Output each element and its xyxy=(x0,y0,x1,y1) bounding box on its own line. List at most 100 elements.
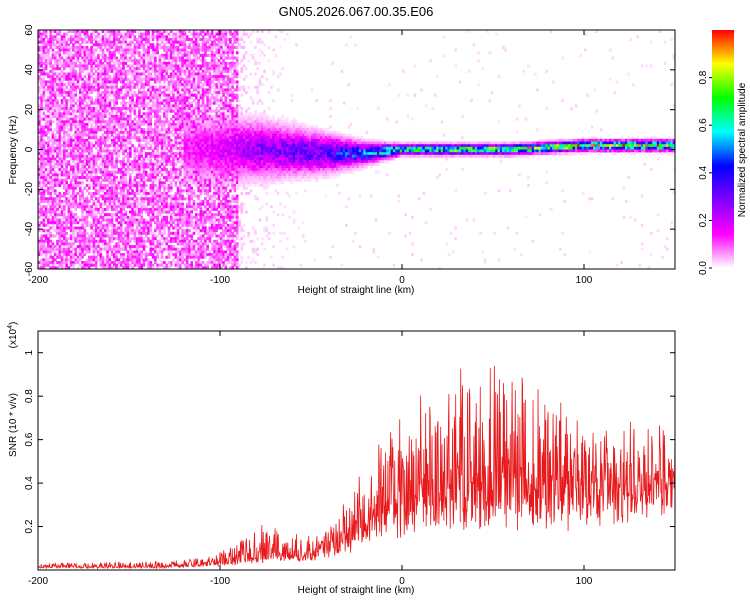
heatmap-cell xyxy=(103,162,107,166)
heatmap-cell xyxy=(160,37,164,41)
heatmap-cell xyxy=(197,83,200,87)
heatmap-cell xyxy=(129,69,132,73)
heatmap-cell xyxy=(108,229,112,233)
heatmap-cell xyxy=(179,56,182,60)
heatmap-cell xyxy=(124,40,128,44)
heatmap-cell xyxy=(88,223,91,227)
heatmap-cell xyxy=(135,173,139,177)
heatmap-cell xyxy=(160,207,164,211)
heatmap-cell xyxy=(99,91,103,95)
heatmap-cell xyxy=(160,61,164,65)
heatmap-cell xyxy=(140,59,144,63)
heatmap-cell xyxy=(126,239,130,243)
heatmap-cell xyxy=(197,168,200,172)
heatmap-cell xyxy=(92,48,96,52)
heatmap-cell xyxy=(179,226,182,230)
heatmap-cell xyxy=(47,215,50,219)
heatmap-cell xyxy=(94,184,98,188)
heatmap-cell xyxy=(110,184,114,188)
heatmap-cell xyxy=(56,88,59,92)
heatmap-cell xyxy=(94,231,98,235)
heatmap-cell xyxy=(38,96,41,100)
heatmap-cell xyxy=(172,69,175,73)
heatmap-cell xyxy=(42,191,46,195)
heatmap-cell xyxy=(142,176,146,180)
heatmap-cell xyxy=(174,154,178,158)
heatmap-cell xyxy=(101,69,105,73)
heatmap-cell xyxy=(163,168,166,172)
heatmap-cell xyxy=(51,223,55,227)
heatmap-cell xyxy=(103,67,107,71)
heatmap-cell xyxy=(172,88,175,92)
heatmap-cell xyxy=(78,181,82,185)
heatmap-cell xyxy=(119,112,123,116)
heatmap-cell xyxy=(99,226,103,230)
heatmap-cell xyxy=(156,253,159,257)
heatmap-cell xyxy=(158,133,162,137)
heatmap-cell xyxy=(183,133,187,137)
heatmap-cell xyxy=(194,51,198,55)
heatmap-cell xyxy=(179,250,182,254)
heatmap-cell xyxy=(94,154,98,158)
heatmap-cell xyxy=(131,30,134,34)
heatmap-cell xyxy=(53,85,57,89)
heatmap-cell xyxy=(108,75,112,79)
heatmap-cell xyxy=(169,138,173,142)
heatmap-cell xyxy=(163,35,166,39)
heatmap-cell xyxy=(53,141,57,145)
heatmap-cell xyxy=(135,210,139,214)
heatmap-cell xyxy=(154,168,157,172)
heatmap-cell xyxy=(103,226,107,230)
heatmap-cell xyxy=(94,229,98,233)
heatmap-cell xyxy=(78,170,82,174)
heatmap-cell xyxy=(78,258,82,262)
heatmap-cell xyxy=(40,101,43,105)
heatmap-cell xyxy=(88,83,91,87)
heatmap-cell xyxy=(44,67,48,71)
heatmap-cell xyxy=(169,30,173,34)
heatmap-cell xyxy=(199,93,203,97)
heatmap-cell xyxy=(129,141,132,145)
heatmap-cell xyxy=(142,45,146,49)
heatmap-cell xyxy=(201,85,205,89)
heatmap-cell xyxy=(126,189,130,193)
heatmap-cell xyxy=(117,258,121,262)
heatmap-cell xyxy=(194,107,198,111)
heatmap-cell xyxy=(183,189,187,193)
heatmap-cell xyxy=(181,247,184,251)
heatmap-cell xyxy=(85,67,89,71)
heatmap-cell xyxy=(135,93,139,97)
heatmap-cell xyxy=(181,223,184,227)
heatmap-cell xyxy=(183,77,187,81)
heatmap-cell xyxy=(131,40,134,44)
heatmap-cell xyxy=(72,176,75,180)
heatmap-cell xyxy=(67,43,71,47)
heatmap-cell xyxy=(142,186,146,190)
heatmap-cell xyxy=(88,85,91,89)
heatmap-cell xyxy=(72,154,75,158)
heatmap-cell xyxy=(188,114,191,118)
heatmap-cell xyxy=(172,109,175,113)
heatmap-cell xyxy=(97,189,100,193)
heatmap-cell xyxy=(119,231,123,235)
heatmap-cell xyxy=(58,191,62,195)
heatmap-cell xyxy=(185,189,189,193)
heatmap-cell xyxy=(151,114,155,118)
heatmap-cell xyxy=(140,266,144,269)
heatmap-cell xyxy=(63,253,66,257)
heatmap-cell xyxy=(47,59,50,63)
heatmap-cell xyxy=(133,229,137,233)
heatmap-cell xyxy=(194,157,198,161)
heatmap-cell xyxy=(129,181,132,185)
heatmap-cell xyxy=(72,199,75,203)
heatmap-cell xyxy=(47,202,50,206)
heatmap-cell xyxy=(167,250,171,254)
heatmap-cell xyxy=(69,51,73,55)
heatmap-cell xyxy=(92,32,96,36)
heatmap-cell xyxy=(69,69,73,73)
heatmap-cell xyxy=(88,112,91,116)
heatmap-cell xyxy=(163,122,166,126)
heatmap-cell xyxy=(38,178,41,182)
heatmap-cell xyxy=(122,194,125,198)
heatmap-cell xyxy=(44,160,48,164)
